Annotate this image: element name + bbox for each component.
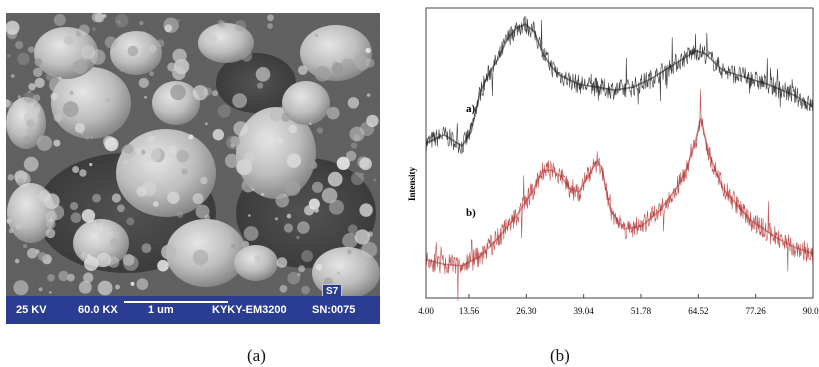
series-line-a: [425, 16, 813, 155]
series-line-b: [425, 89, 813, 302]
instrument-model: KYKY-EM3200: [212, 304, 287, 316]
x-tick-label: 77.26: [746, 306, 767, 316]
scale-bar: [124, 301, 228, 303]
caption-b: (b): [550, 346, 570, 365]
scale-label: 1 um: [148, 304, 174, 316]
series-label-b: b): [466, 207, 476, 219]
x-tick-label: 26.30: [516, 306, 537, 316]
sem-particle-image: [6, 13, 380, 296]
y-axis-label: Intensity: [407, 167, 417, 202]
x-tick-label: 4.00: [418, 306, 434, 316]
sem-info-bar: 25 KV 60.0 KX 1 um KYKY-EM3200 SN:0075: [6, 296, 380, 324]
sem-micrograph: S7 25 KV 60.0 KX 1 um KYKY-EM3200 SN:007…: [6, 13, 380, 324]
series-label-a: a): [466, 103, 476, 115]
x-tick-label: 39.04: [574, 306, 595, 316]
series-trend-b: [425, 117, 814, 267]
magnification: 60.0 KX: [78, 304, 118, 316]
x-tick-label: 90.00: [803, 306, 819, 316]
x-tick-label: 64.52: [688, 306, 708, 316]
accelerating-voltage: 25 KV: [16, 304, 47, 316]
serial-number: SN:0075: [312, 304, 356, 316]
xrd-plot: 4.0013.5626.3039.0451.7864.5277.2690.00 …: [407, 7, 819, 316]
caption-a: (a): [247, 346, 266, 365]
sem-sample-tag: S7: [322, 284, 343, 299]
xrd-chart: 4.0013.5626.3039.0451.7864.5277.2690.00 …: [404, 0, 819, 330]
x-tick-label: 51.78: [631, 306, 652, 316]
x-tick-label: 13.56: [459, 306, 480, 316]
series-trend-a: [425, 23, 814, 148]
